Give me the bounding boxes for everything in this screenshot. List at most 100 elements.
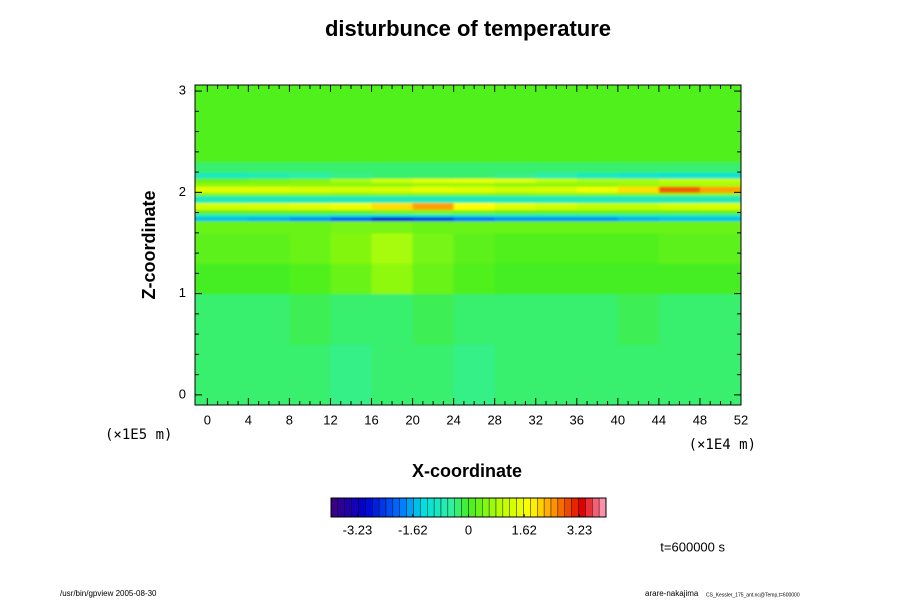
heatmap-cell (699, 263, 741, 295)
x-tick-label: 20 (405, 412, 419, 427)
heatmap-cell (289, 344, 331, 405)
x-tick-label: 32 (529, 412, 543, 427)
heatmap-cell (658, 232, 701, 264)
heatmap-cell (248, 209, 290, 215)
colorbar-cell (358, 497, 366, 518)
heatmap-cell (535, 344, 578, 405)
heatmap-cell (330, 195, 373, 203)
heatmap-cell (195, 209, 249, 215)
colorbar-cell (557, 497, 565, 518)
heatmap-cell (453, 344, 496, 405)
heatmap-cell (371, 85, 414, 163)
heatmap-cell (617, 213, 660, 218)
heatmap-cell (371, 172, 414, 179)
heatmap-cell (330, 209, 373, 215)
heatmap-cell (330, 344, 373, 405)
heatmap-cell (535, 213, 578, 218)
plot-frame (194, 84, 742, 406)
heatmap-cell (453, 293, 496, 345)
heatmap-cell (617, 263, 660, 295)
heatmap-cell (248, 192, 290, 196)
heatmap-cell (330, 202, 373, 211)
heatmap-cell (576, 178, 619, 183)
heatmap-cell (658, 216, 701, 222)
x-tick-label: 48 (693, 412, 707, 427)
heatmap-cell (699, 202, 741, 211)
heatmap-cell (195, 232, 249, 264)
heatmap-cell (617, 202, 660, 211)
heatmap-cell (576, 216, 619, 222)
heatmap-cell (576, 293, 619, 345)
x-tick-label: 24 (446, 412, 460, 427)
heatmap-cell (576, 220, 619, 234)
heatmap-cell (195, 186, 249, 193)
colorbar-cell (475, 497, 483, 518)
heatmap-cell (494, 263, 537, 295)
colorbar-cell (502, 497, 510, 518)
colorbar-cell (413, 497, 421, 518)
heatmap-cell (576, 232, 619, 264)
footer-right-small: CS_Kessler_175_ant.nc@Temp,t=600000 (706, 592, 800, 598)
heatmap-cell (699, 178, 741, 183)
heatmap-cell (535, 202, 578, 211)
heatmap-cell (195, 172, 249, 179)
chart-title: disturbunce of temperature (325, 16, 611, 41)
heatmap-cell (535, 263, 578, 295)
heatmap-cell (195, 202, 249, 211)
heatmap-cell (371, 216, 414, 222)
heatmap-cell (576, 263, 619, 295)
x-tick-label: 4 (245, 412, 252, 427)
heatmap-cell (576, 182, 619, 187)
heatmap-cell (494, 178, 537, 183)
heatmap-cell (494, 293, 537, 345)
heatmap-cell (330, 216, 373, 222)
heatmap-cell (699, 293, 741, 345)
heatmap-cell (289, 209, 331, 215)
heatmap-cell (195, 213, 249, 218)
heatmap-cell (535, 293, 578, 345)
colorbar-tick-label: -1.62 (398, 522, 428, 537)
heatmap-cell (699, 192, 741, 196)
heatmap-cell (330, 213, 373, 218)
heatmap-cell (658, 178, 701, 183)
heatmap-cell (412, 192, 455, 196)
footer-left: /usr/bin/gpview 2005-08-30 (60, 589, 157, 598)
heatmap-cell (699, 232, 741, 264)
heatmap-cell (617, 182, 660, 187)
heatmap-cell (412, 182, 455, 187)
x-tick-label: 0 (204, 412, 211, 427)
x-tick-label: 36 (570, 412, 584, 427)
heatmap-cell (412, 216, 455, 222)
colorbar-cell (468, 497, 476, 518)
heatmap-cell (576, 213, 619, 218)
colorbar-cell (372, 497, 380, 518)
colorbar-cell (530, 497, 538, 518)
heatmap-cell (453, 85, 496, 163)
heatmap-cell (371, 213, 414, 218)
colorbar-cell (392, 497, 400, 518)
heatmap-cell (371, 186, 414, 193)
heatmap-cell (330, 186, 373, 193)
heatmap-cell (453, 161, 496, 173)
heatmap-cell (699, 182, 741, 187)
heatmap-cell (576, 192, 619, 196)
colorbar-cell (378, 497, 387, 518)
heatmap-cell (289, 263, 331, 295)
heatmap-cell (330, 182, 373, 187)
heatmap-cell (494, 202, 537, 211)
heatmap-cell (195, 263, 249, 295)
heatmap-cell (576, 344, 619, 405)
y-tick-label: 0 (179, 386, 186, 401)
heatmap (195, 85, 741, 405)
heatmap-cell (371, 263, 414, 295)
colorbar-cell (385, 497, 394, 518)
heatmap-cell (371, 344, 414, 405)
heatmap-cell (412, 344, 455, 405)
heatmap-cell (453, 220, 496, 234)
heatmap-cell (494, 172, 537, 179)
colorbar-cell (399, 497, 407, 518)
heatmap-cell (412, 172, 455, 179)
heatmap-cell (330, 263, 373, 295)
